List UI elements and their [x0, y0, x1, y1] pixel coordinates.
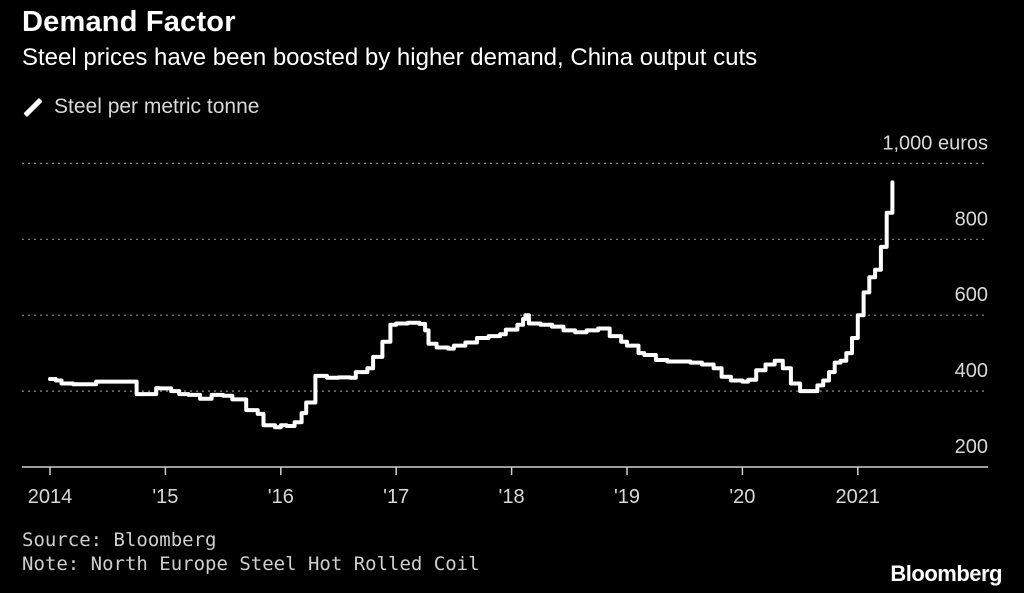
x-tick-label-2021: 2021	[836, 486, 881, 508]
x-tick-label-2017: '17	[383, 486, 409, 508]
y-tick-label-1000: 1,000 euros	[882, 132, 988, 154]
x-tick-label-2015: '15	[152, 486, 178, 508]
y-tick-label-800: 800	[955, 208, 988, 230]
x-tick-label-2018: '18	[499, 486, 525, 508]
x-tick-label-2014: 2014	[28, 486, 73, 508]
x-tick-label-2020: '20	[729, 486, 755, 508]
y-tick-label-400: 400	[955, 360, 988, 382]
chart-title: Demand Factor	[22, 6, 236, 38]
y-tick-label-200: 200	[955, 436, 988, 458]
chart-subtitle: Steel prices have been boosted by higher…	[22, 44, 758, 71]
source-note: Source: Bloomberg	[22, 529, 217, 551]
legend: Steel per metric tonne	[22, 95, 259, 119]
footnote: Note: North Europe Steel Hot Rolled Coil	[22, 553, 480, 575]
legend-label: Steel per metric tonne	[54, 95, 260, 118]
x-tick-label-2019: '19	[614, 486, 640, 508]
y-tick-label-600: 600	[955, 284, 988, 306]
bloomberg-logo: Bloomberg	[890, 561, 1002, 586]
series-line-steel-price	[48, 180, 895, 430]
x-tick-label-2016: '16	[268, 486, 294, 508]
